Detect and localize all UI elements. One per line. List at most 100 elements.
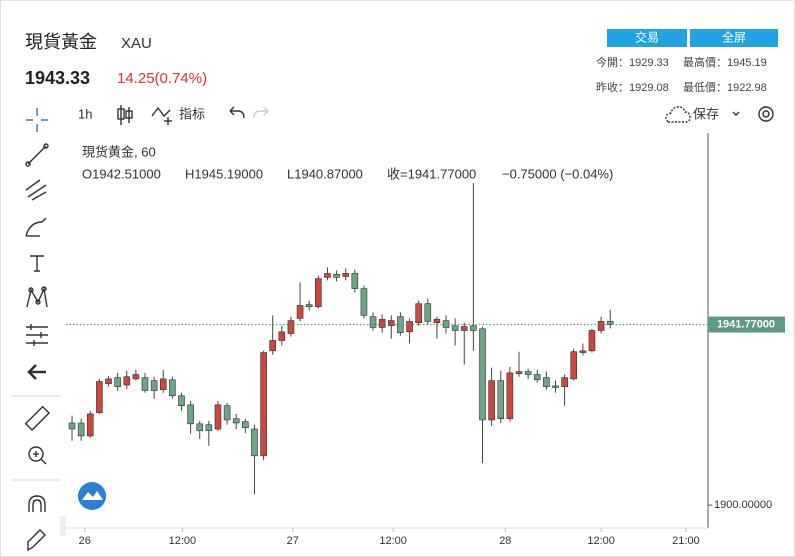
lock-tool[interactable] — [27, 529, 46, 552]
candle-body — [278, 331, 286, 341]
stat: 最低價：1922.98 — [683, 80, 767, 94]
ohlc-value: 收=1941.77000 — [387, 166, 476, 181]
candle-body — [488, 380, 495, 421]
ruler-tool[interactable] — [24, 405, 51, 432]
candle-body — [533, 374, 541, 381]
candle-body — [196, 423, 204, 432]
candle-body — [187, 404, 194, 425]
candle-body — [315, 278, 322, 308]
x-tick-label: 28 — [499, 535, 511, 547]
save[interactable]: 保存 — [693, 106, 719, 121]
candle-body — [424, 303, 432, 322]
candle-body — [269, 340, 277, 352]
text-tool[interactable] — [30, 255, 44, 272]
candle-body — [570, 351, 578, 380]
line-tool[interactable] — [25, 143, 49, 167]
candle-body — [524, 371, 532, 375]
chart-title: 現货黄金, 60 — [82, 144, 156, 159]
candle-body — [260, 352, 267, 457]
candle-body — [214, 404, 222, 430]
ohlc-value: L1940.87000 — [287, 166, 363, 181]
candle-body — [232, 418, 240, 424]
stat: 最高價：1945.19 — [683, 55, 767, 69]
brush-tool[interactable] — [25, 217, 47, 237]
candle-body — [141, 377, 149, 391]
stat: 今開：1929.33 — [596, 55, 669, 69]
candle-body — [324, 273, 331, 278]
crosshair-tool[interactable] — [26, 108, 48, 132]
candle-body — [515, 371, 523, 375]
symbol: XAU — [121, 35, 152, 52]
price: 1943.33 — [25, 68, 90, 88]
candle-body — [433, 318, 441, 324]
x-tick-label: 12:00 — [379, 535, 407, 547]
candle-body — [579, 350, 587, 353]
candle-body — [169, 379, 176, 397]
magnet-tool[interactable] — [28, 495, 46, 512]
trade-button-label[interactable]: 交易 — [635, 30, 659, 45]
candle-body — [251, 428, 258, 457]
last-price-box — [708, 316, 785, 333]
pattern-tool[interactable] — [26, 286, 48, 308]
candle-body — [333, 274, 340, 278]
back-tool[interactable] — [27, 364, 46, 380]
candle-body — [342, 273, 349, 277]
candle-body — [561, 377, 568, 387]
interval[interactable]: 1h — [78, 106, 92, 121]
y-tick-label: 1900.00000 — [714, 499, 772, 511]
candle-body — [497, 380, 505, 419]
candle-body — [378, 318, 386, 328]
x-tick-label: 27 — [287, 535, 299, 547]
candle-body — [442, 320, 450, 328]
stat: 昨收：1929.08 — [596, 80, 669, 94]
logo-mark — [82, 491, 103, 500]
candle-body — [114, 377, 121, 387]
candle-body — [96, 381, 103, 413]
candle-body — [305, 304, 313, 308]
trade-button[interactable] — [607, 29, 687, 47]
candle-body — [86, 413, 94, 437]
undo[interactable] — [229, 106, 245, 119]
candle-body — [223, 405, 231, 421]
candle-body — [77, 422, 85, 437]
candle-body — [150, 380, 158, 391]
settings[interactable] — [758, 106, 774, 122]
candle-body — [287, 320, 295, 334]
candle-body — [479, 328, 486, 421]
candle-body — [360, 288, 368, 316]
candle-body — [597, 321, 605, 331]
instrument-title: 現貨黃金 — [25, 32, 97, 52]
candle-body — [178, 395, 185, 406]
candle-icon[interactable] — [117, 105, 133, 125]
indicators[interactable]: 指标 — [179, 106, 205, 121]
fib-tool[interactable] — [25, 179, 47, 201]
scroll-handle[interactable] — [60, 516, 66, 536]
candle-body — [506, 372, 514, 419]
zoom-tool[interactable] — [28, 446, 47, 465]
candle-body — [470, 325, 477, 331]
candle-body — [123, 376, 131, 386]
dropdown[interactable] — [732, 111, 740, 116]
measure-tool[interactable] — [26, 324, 48, 346]
x-tick-label: 12:00 — [587, 535, 615, 547]
redo[interactable] — [253, 106, 269, 119]
cloud-icon[interactable] — [665, 106, 691, 123]
left-toolbar — [12, 108, 60, 552]
candle-body — [543, 377, 550, 387]
change: 14.25(0.74%) — [117, 70, 207, 87]
ohlc-value: O1942.51000 — [82, 166, 161, 181]
candle-body — [369, 316, 377, 328]
fullscreen-button[interactable] — [690, 29, 778, 47]
fullscreen-button-label[interactable]: 全屏 — [722, 30, 746, 45]
ohlc-value: H1945.19000 — [185, 166, 263, 181]
candle-body — [415, 303, 422, 324]
candle-body — [105, 378, 112, 384]
candle-body — [451, 325, 459, 331]
x-tick-label: 12:00 — [169, 535, 197, 547]
candle-body — [68, 422, 76, 430]
last-price-label: 1941.77000 — [717, 318, 775, 330]
candle-body — [159, 378, 167, 391]
indicator-icon[interactable] — [151, 106, 172, 125]
